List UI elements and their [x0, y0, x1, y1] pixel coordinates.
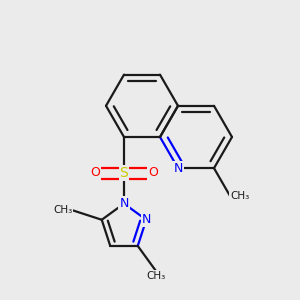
Text: N: N [142, 213, 151, 226]
Text: N: N [119, 197, 129, 210]
Text: CH₃: CH₃ [146, 271, 165, 281]
Text: CH₃: CH₃ [230, 191, 250, 201]
Text: N: N [173, 162, 183, 175]
Text: O: O [148, 167, 158, 179]
Text: O: O [90, 167, 100, 179]
Text: CH₃: CH₃ [53, 205, 73, 215]
Text: S: S [120, 166, 128, 180]
